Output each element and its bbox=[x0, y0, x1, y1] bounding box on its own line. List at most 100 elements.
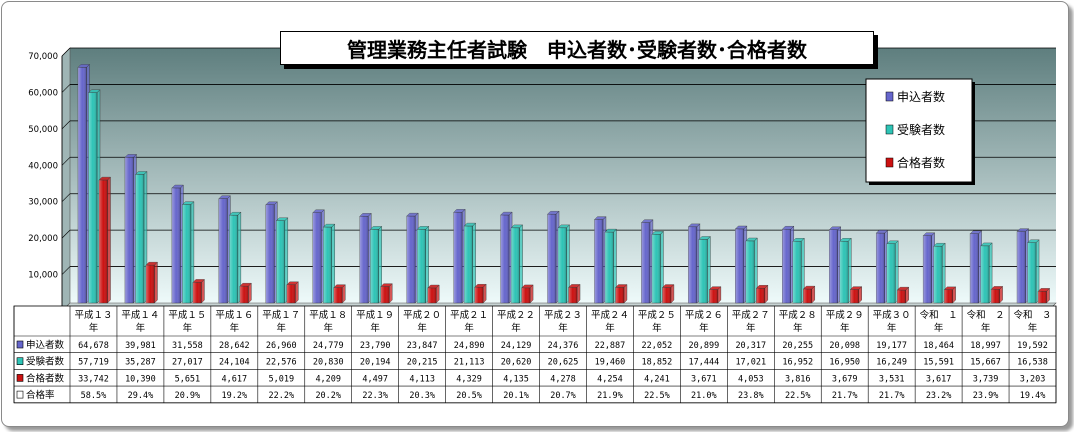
bar bbox=[1037, 287, 1051, 304]
x-tick-label: 年 bbox=[605, 322, 615, 334]
data-label: 22.3% bbox=[362, 391, 388, 401]
bar-shade bbox=[99, 180, 108, 303]
data-label: 21.7% bbox=[879, 391, 905, 401]
x-tick-label: 年 bbox=[136, 322, 146, 334]
bar bbox=[380, 283, 393, 304]
gridline bbox=[61, 229, 71, 239]
bar-shade bbox=[662, 287, 671, 303]
bar-shade bbox=[698, 239, 708, 303]
data-label: 3,739 bbox=[973, 374, 999, 384]
bar bbox=[896, 286, 910, 304]
data-label: 29.4% bbox=[128, 391, 154, 401]
bar bbox=[661, 284, 675, 304]
data-label: 24,779 bbox=[313, 341, 344, 351]
x-tick-label: 平成２１ bbox=[450, 309, 488, 321]
legend-label: 申込者数 bbox=[897, 89, 945, 104]
x-tick-label: 年 bbox=[277, 322, 287, 334]
bar bbox=[218, 195, 231, 304]
x-tick-label: 平成１９ bbox=[356, 309, 394, 321]
bar bbox=[265, 201, 278, 304]
data-label: 20,255 bbox=[782, 341, 813, 351]
bar-shade bbox=[615, 287, 624, 303]
data-label: 4,053 bbox=[738, 374, 764, 384]
row-swatch bbox=[16, 374, 24, 382]
bar-side bbox=[811, 285, 815, 304]
x-tick-label: 平成２７ bbox=[732, 309, 770, 321]
x-tick-label: 平成２８ bbox=[779, 309, 817, 321]
bar-shade bbox=[803, 289, 812, 303]
x-tick-label: 年 bbox=[230, 322, 240, 334]
bar bbox=[802, 285, 816, 304]
data-label: 18,852 bbox=[642, 358, 673, 368]
bar-shade bbox=[1038, 291, 1047, 303]
bar-side bbox=[201, 278, 205, 304]
bar bbox=[474, 283, 487, 304]
bar-shade bbox=[417, 229, 426, 303]
x-tick-label: 年 bbox=[1028, 322, 1038, 334]
data-label: 24,104 bbox=[219, 358, 250, 368]
x-tick-label: 年 bbox=[370, 322, 380, 334]
bar-shade bbox=[78, 67, 87, 303]
bar-side bbox=[482, 283, 487, 304]
data-label: 64,678 bbox=[78, 341, 109, 351]
bar bbox=[312, 209, 325, 304]
gridline bbox=[61, 47, 71, 57]
data-label: 3,679 bbox=[832, 374, 858, 384]
data-label: 22.5% bbox=[644, 391, 670, 401]
bar bbox=[839, 237, 852, 304]
y-tick-label: 50,000 bbox=[28, 125, 58, 135]
data-label: 21.0% bbox=[691, 391, 717, 401]
bar bbox=[124, 153, 137, 304]
y-tick-label: 20,000 bbox=[28, 234, 58, 244]
bar bbox=[1016, 228, 1030, 304]
bar bbox=[145, 261, 158, 304]
bar bbox=[708, 286, 722, 304]
bar-shade bbox=[709, 289, 718, 303]
x-tick-label: 平成２６ bbox=[685, 309, 723, 321]
bar bbox=[980, 242, 993, 304]
data-label: 19.4% bbox=[1020, 391, 1046, 401]
bar bbox=[568, 283, 581, 304]
data-label: 57,719 bbox=[78, 358, 109, 368]
data-label: 20.1% bbox=[503, 391, 529, 401]
bar bbox=[275, 217, 289, 304]
bar bbox=[416, 225, 430, 304]
bar-shade bbox=[182, 204, 191, 303]
bar bbox=[886, 240, 899, 304]
data-label: 24,890 bbox=[454, 341, 485, 351]
bar bbox=[453, 208, 466, 304]
bar-shade bbox=[980, 245, 990, 303]
data-label: 20.5% bbox=[456, 391, 482, 401]
data-label: 22,052 bbox=[642, 341, 673, 351]
data-label: 4,135 bbox=[503, 374, 529, 384]
gridline bbox=[61, 84, 71, 93]
bar-shade bbox=[145, 265, 155, 303]
bar-shade bbox=[897, 290, 906, 303]
row-swatch bbox=[16, 340, 24, 349]
bar bbox=[922, 232, 936, 304]
bar bbox=[557, 224, 571, 304]
x-tick-label: 年 bbox=[183, 322, 193, 334]
bar-shade bbox=[782, 229, 791, 303]
bar bbox=[333, 284, 346, 304]
data-label: 20,620 bbox=[501, 358, 532, 368]
bar bbox=[406, 212, 419, 304]
data-label: 23,847 bbox=[407, 341, 438, 351]
data-label: 15,667 bbox=[970, 358, 1001, 368]
x-tick-label: 年 bbox=[511, 322, 521, 334]
bar-shade bbox=[850, 289, 859, 303]
bar bbox=[651, 230, 664, 304]
bar-shade bbox=[406, 216, 416, 303]
data-label: 4,278 bbox=[550, 374, 576, 384]
x-tick-label: 平成１６ bbox=[215, 309, 253, 321]
y-tick-label: 30,000 bbox=[28, 198, 58, 208]
row-swatch bbox=[16, 390, 24, 399]
gridline bbox=[61, 193, 71, 202]
bar bbox=[990, 285, 1004, 304]
bar bbox=[755, 284, 769, 304]
legend-swatch bbox=[885, 124, 894, 135]
legend-box bbox=[865, 78, 973, 183]
bar-side bbox=[623, 284, 628, 304]
x-tick-label: 平成２５ bbox=[638, 309, 676, 321]
bar bbox=[510, 224, 524, 304]
